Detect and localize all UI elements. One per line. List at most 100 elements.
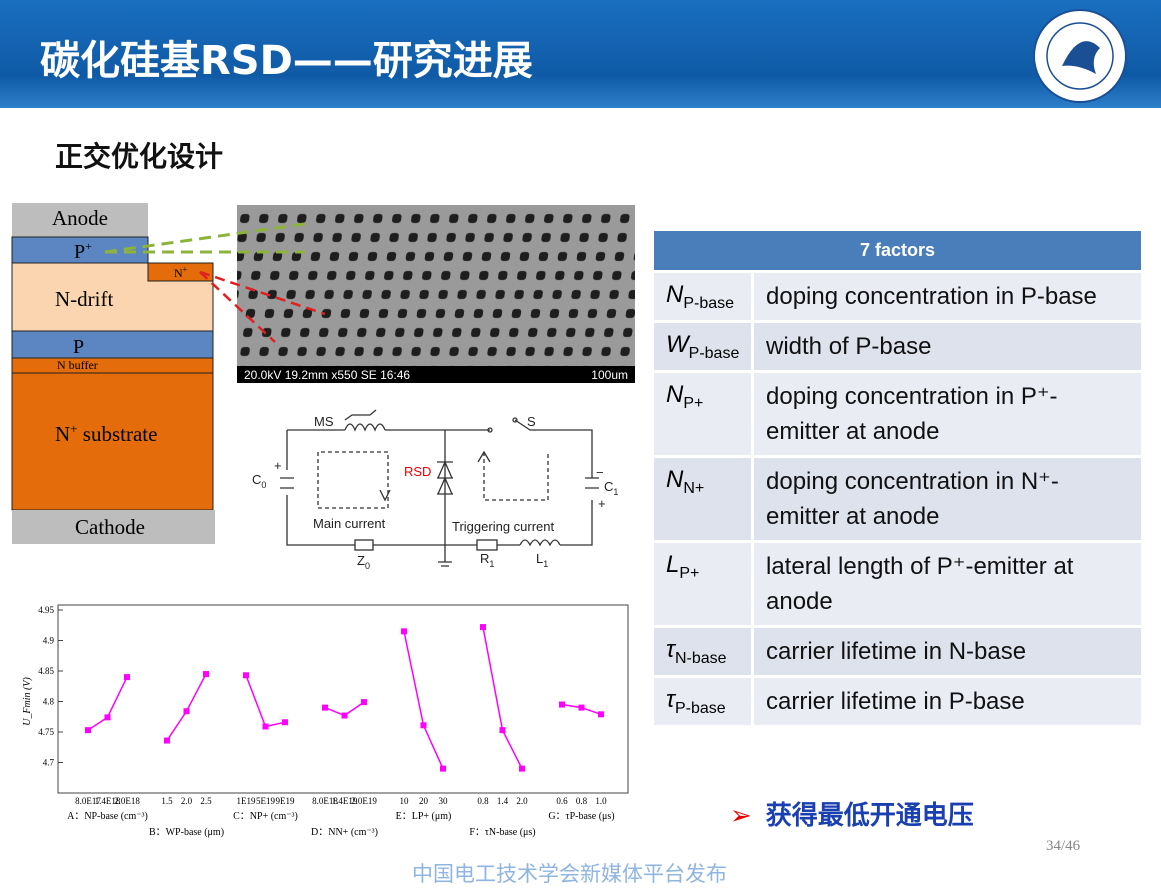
x-tick-label: 2.0E19: [351, 796, 377, 806]
table-row: τN-base carrier lifetime in N-base: [654, 628, 1141, 675]
effect-point: [341, 712, 348, 719]
effect-point: [164, 737, 170, 744]
symbol: W: [666, 331, 689, 358]
effect-point: [85, 727, 91, 734]
x-tick-label: 1.0: [595, 796, 607, 806]
logo: [1033, 9, 1127, 103]
effect-point: [243, 672, 249, 679]
factor-desc: carrier lifetime in N-base: [766, 638, 1027, 665]
x-tick-label: 1.5: [161, 796, 173, 806]
y-tick-label: 4.75: [38, 727, 54, 737]
y-tick-label: 4.7: [43, 758, 55, 768]
layer-label: N+: [174, 265, 188, 280]
x-tick-label: 20: [419, 796, 429, 806]
x-tick-label: 1.4: [497, 796, 509, 806]
subtitle: 正交优化设计: [55, 140, 224, 173]
symbol-sub: P-base: [683, 294, 735, 312]
symbol-sub: P-base: [674, 699, 726, 717]
effect-point: [420, 722, 427, 729]
sem-caption: 20.0kV 19.2mm x550 SE 16:46: [244, 368, 410, 382]
x-tick-label: 5E19: [256, 796, 275, 806]
circuit-label: +: [274, 458, 282, 473]
x-tick-label: 9E19: [276, 796, 295, 806]
factor-symbol: WP-base: [654, 323, 754, 370]
x-tick-label: 0.8: [477, 796, 489, 806]
circuit-label: Triggering current: [452, 519, 555, 534]
x-tick-label: 10: [400, 796, 410, 806]
y-tick-label: 4.85: [38, 666, 54, 676]
circuit-label: MS: [314, 414, 334, 429]
symbol-sub: P+: [683, 394, 704, 412]
effect-line: [87, 676, 128, 731]
header-bar: [0, 0, 1161, 108]
circuit-label: C1: [604, 479, 618, 497]
table-row: NN+ doping concentration in N⁺-emitter at…: [654, 458, 1141, 540]
conclusion-text: 获得最低开通电压: [765, 801, 974, 831]
effect-point: [262, 723, 269, 730]
circuit: MS S RSD C0 C1 + + − Main current Trigge…: [252, 409, 618, 571]
group-label: E：LP+ (μm): [396, 811, 452, 822]
x-tick-label: 8.0E18: [312, 796, 338, 806]
circuit-label: −: [596, 465, 604, 480]
symbol: N: [666, 466, 684, 493]
x-tick-label: 2.5: [200, 796, 212, 806]
effect-point: [519, 765, 525, 772]
layer-label: N buffer: [57, 358, 98, 372]
factor-desc: doping concentration in P-base: [766, 283, 1097, 310]
symbol-sub: P+: [679, 564, 700, 582]
layer-label: Cathode: [75, 515, 145, 539]
effect-line: [403, 631, 444, 769]
effect-point: [183, 708, 190, 715]
layer-label: P+: [74, 239, 92, 263]
symbol-sub: N+: [683, 479, 705, 497]
effect-line: [482, 626, 523, 769]
x-tick-label: 1E19: [237, 796, 256, 806]
factor-symbol: τN-base: [654, 628, 754, 675]
symbol: N: [666, 281, 684, 308]
circuit-label: +: [598, 496, 606, 511]
effect-point: [598, 711, 604, 718]
table-body: NP-base doping concentration in P-base WP-…: [654, 273, 1141, 725]
group-label: D：NN+ (cm⁻³): [311, 827, 378, 838]
x-tick-label: 0.6: [556, 796, 568, 806]
effect-point: [282, 719, 288, 726]
symbol-sub: N-base: [674, 649, 727, 667]
table-row: WP-base width of P-base: [654, 323, 1141, 370]
x-tick-label: 1.4E19: [332, 796, 358, 806]
circuit-label: L1: [536, 551, 548, 569]
conclusion: ➢ 获得最低开通电压: [730, 801, 974, 831]
circuit-label: Z0: [357, 553, 370, 571]
effect-point: [559, 701, 565, 708]
factor-desc: width of P-base: [766, 333, 932, 360]
x-tick-label: 0.8: [576, 796, 588, 806]
group-label: G：τP-base (μs): [548, 811, 614, 822]
group-label: F：τN-base (μs): [469, 827, 535, 838]
table-header: 7 factors: [654, 231, 1141, 270]
symbol: τ: [666, 686, 675, 713]
factor-desc: doping concentration in P⁺-emitter at an…: [766, 383, 1058, 445]
group-label: C：NP+ (cm⁻³): [233, 811, 298, 822]
effect-line: [166, 673, 207, 741]
sem-scale: 100um: [591, 368, 628, 382]
watermark: 中国电工技术学会新媒体平台发布: [412, 862, 727, 886]
x-tick-label: 8.0E17: [75, 796, 101, 806]
effect-point: [124, 674, 130, 681]
factor-desc: carrier lifetime in P-base: [766, 688, 1025, 715]
plot-frame: [57, 604, 629, 794]
effect-point: [401, 628, 407, 635]
x-tick-label: 2.0: [516, 796, 528, 806]
factor-symbol: τP-base: [654, 678, 754, 725]
layer-label: N+ substrate: [55, 421, 157, 446]
symbol: N: [666, 381, 684, 408]
table-row: NP+ doping concentration in P⁺-emitter at…: [654, 373, 1141, 455]
layer-label: P: [73, 336, 84, 358]
group-label: B：WP-base (μm): [149, 827, 224, 838]
symbol: L: [666, 551, 680, 578]
device-diagram: Anode P+ N+ N-drift P N buffer N+ substr…: [11, 203, 635, 544]
layer-label: Anode: [52, 206, 108, 230]
y-tick-label: 4.8: [43, 697, 55, 707]
circuit-label: S: [527, 414, 536, 429]
slide-title: 碳化硅基RSD——研究进展: [40, 38, 533, 84]
group-label: A：NP-base (cm⁻³): [67, 811, 148, 822]
